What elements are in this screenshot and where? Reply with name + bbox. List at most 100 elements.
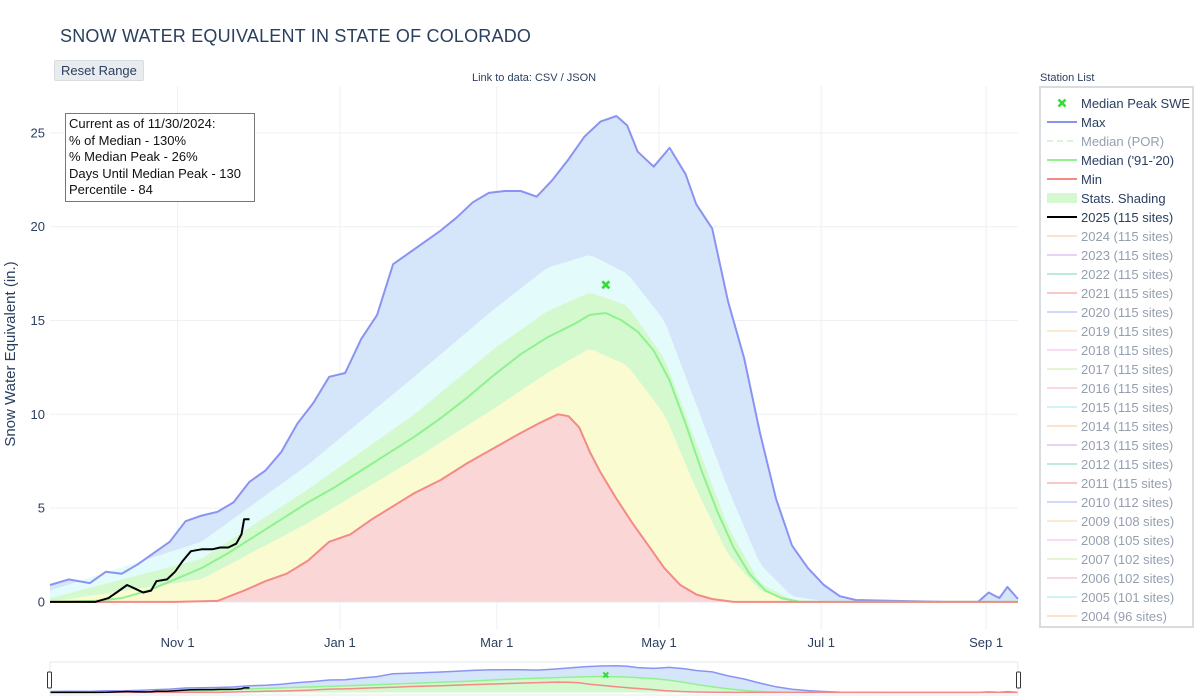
legend-item[interactable]: 2004 (96 sites) (1041, 607, 1192, 626)
band-high-green (50, 255, 1018, 602)
range-slider (47, 661, 1021, 696)
status-line: Percentile - 84 (69, 182, 153, 197)
status-line: % Median Peak - 26% (69, 149, 198, 164)
legend-label: Min (1081, 172, 1102, 187)
legend-label: 2007 (102 sites) (1081, 552, 1175, 567)
legend-item[interactable]: 2023 (115 sites) (1041, 246, 1192, 265)
legend-item[interactable]: Stats. Shading (1041, 189, 1192, 208)
line-swatch-icon (1047, 596, 1077, 598)
legend-label: 2019 (115 sites) (1081, 324, 1174, 339)
line-swatch-icon (1047, 558, 1077, 560)
legend-label: 2009 (108 sites) (1081, 514, 1175, 529)
legend-label: Median (POR) (1081, 134, 1165, 149)
legend: Median Peak SWE Max Median (POR) Median ('9… (1039, 86, 1194, 628)
y-tick-label: 20 (31, 219, 45, 234)
axes: 0 5 10 15 20 25 Nov 1 Jan 1 Mar 1 May 1 Jul 1 Sep 1… (2, 125, 1003, 650)
legend-item[interactable]: 2022 (115 sites) (1041, 265, 1192, 284)
station-list-label[interactable]: Station List (1040, 72, 1095, 84)
legend-label: 2014 (115 sites) (1081, 419, 1174, 434)
legend-label: 2018 (115 sites) (1081, 343, 1174, 358)
line-swatch-icon (1047, 292, 1077, 294)
range-handle[interactable] (47, 671, 52, 689)
legend-item[interactable]: 2018 (115 sites) (1041, 341, 1192, 360)
status-line: Current as of 11/30/2024: (69, 116, 216, 131)
legend-item[interactable]: 2009 (108 sites) (1041, 512, 1192, 531)
line-swatch-icon (1047, 368, 1077, 370)
line-swatch-icon (1047, 463, 1077, 465)
legend-label: 2016 (115 sites) (1081, 381, 1174, 396)
legend-label: 2024 (115 sites) (1081, 229, 1174, 244)
line-swatch-icon (1047, 482, 1077, 484)
series-line (49, 312, 1018, 603)
x-tick-label: May 1 (641, 635, 676, 650)
x-tick-label: Sep 1 (969, 635, 1003, 650)
line-swatch-icon (1047, 520, 1077, 522)
y-tick-label: 10 (31, 407, 45, 422)
range-handle[interactable] (1016, 671, 1021, 689)
x-tick-label: Nov 1 (161, 635, 195, 650)
legend-item[interactable]: 2010 (112 sites) (1041, 493, 1192, 512)
legend-label: Stats. Shading (1081, 191, 1166, 206)
legend-label: 2021 (115 sites) (1081, 286, 1174, 301)
band-max-high (50, 117, 1018, 602)
legend-item[interactable]: Median ('91-'20) (1041, 151, 1192, 170)
legend-label: 2025 (115 sites) (1081, 210, 1174, 225)
legend-item[interactable]: Max (1041, 113, 1192, 132)
line-swatch-icon (1047, 159, 1077, 161)
legend-item[interactable]: 2024 (115 sites) (1041, 227, 1192, 246)
swe-chart[interactable]: 0 5 10 15 20 25 Nov 1 Jan 1 Mar 1 May 1 Jul 1 Sep 1… (0, 0, 1030, 700)
line-swatch-icon (1047, 311, 1077, 313)
data-link[interactable]: Link to data: CSV / JSON (472, 72, 597, 84)
legend-item[interactable]: Median Peak SWE (1041, 94, 1192, 113)
legend-item[interactable]: 2016 (115 sites) (1041, 379, 1192, 398)
line-swatch-icon (1047, 330, 1077, 332)
y-tick-label: 25 (31, 125, 45, 140)
status-line: % of Median - 130% (69, 132, 187, 148)
legend-item[interactable]: 2020 (115 sites) (1041, 303, 1192, 322)
legend-item[interactable]: Min (1041, 170, 1192, 189)
line-swatch-icon (1047, 235, 1077, 237)
line-swatch-icon (1047, 501, 1077, 503)
legend-label: Max (1081, 115, 1106, 130)
legend-item[interactable]: Median (POR) (1041, 132, 1192, 151)
series-line (49, 115, 1019, 603)
range-peak-marker (602, 671, 610, 679)
x-tick-label: Jul 1 (807, 635, 834, 650)
y-tick-label: 0 (38, 594, 45, 609)
legend-item[interactable]: 2019 (115 sites) (1041, 322, 1192, 341)
legend-label: 2006 (102 sites) (1081, 571, 1175, 586)
legend-item[interactable]: 2012 (115 sites) (1041, 455, 1192, 474)
legend-item[interactable]: 2008 (105 sites) (1041, 531, 1192, 550)
legend-item[interactable]: 2021 (115 sites) (1041, 284, 1192, 303)
series-lines (49, 115, 1019, 603)
legend-item[interactable]: 2013 (115 sites) (1041, 436, 1192, 455)
legend-item[interactable]: 2015 (115 sites) (1041, 398, 1192, 417)
status-line: Days Until Median Peak - 130 (69, 165, 241, 181)
line-swatch-icon (1047, 140, 1077, 142)
range-band-median (50, 676, 1018, 693)
legend-label: 2017 (115 sites) (1081, 362, 1174, 377)
legend-item[interactable]: 2005 (101 sites) (1041, 588, 1192, 607)
legend-item[interactable]: 2011 (115 sites) (1041, 474, 1192, 493)
reset-range-button[interactable]: Reset Range (54, 60, 144, 81)
legend-item[interactable]: 2017 (115 sites) (1041, 360, 1192, 379)
x-tick-label: Jan 1 (324, 635, 356, 650)
legend-label: 2005 (101 sites) (1081, 590, 1175, 605)
y-tick-label: 5 (38, 501, 45, 516)
line-swatch-icon (1047, 387, 1077, 389)
legend-item[interactable]: 2025 (115 sites) (1041, 208, 1192, 227)
line-swatch-icon (1047, 273, 1077, 275)
legend-item[interactable]: 2014 (115 sites) (1041, 417, 1192, 436)
band-green-yellow (50, 293, 1018, 602)
y-axis-title: Snow Water Equivalent (in.) (2, 261, 19, 446)
legend-label: 2015 (115 sites) (1081, 400, 1174, 415)
line-swatch-icon (1047, 121, 1077, 123)
legend-item[interactable]: 2007 (102 sites) (1041, 550, 1192, 569)
line-swatch-icon (1047, 254, 1077, 256)
range-line (50, 687, 250, 694)
legend-label: 2023 (115 sites) (1081, 248, 1174, 263)
line-swatch-icon (1047, 349, 1077, 351)
legend-item[interactable]: 2006 (102 sites) (1041, 569, 1192, 588)
legend-label: 2008 (105 sites) (1081, 533, 1175, 548)
y-tick-label: 15 (31, 313, 45, 328)
